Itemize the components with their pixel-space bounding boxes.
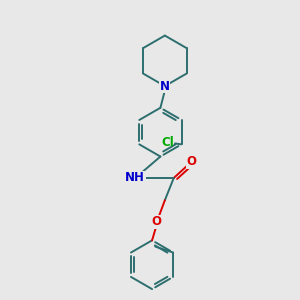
Text: O: O	[187, 155, 196, 168]
Text: N: N	[160, 80, 170, 93]
Text: O: O	[152, 215, 161, 228]
Text: Cl: Cl	[162, 136, 175, 149]
Text: NH: NH	[125, 171, 145, 184]
